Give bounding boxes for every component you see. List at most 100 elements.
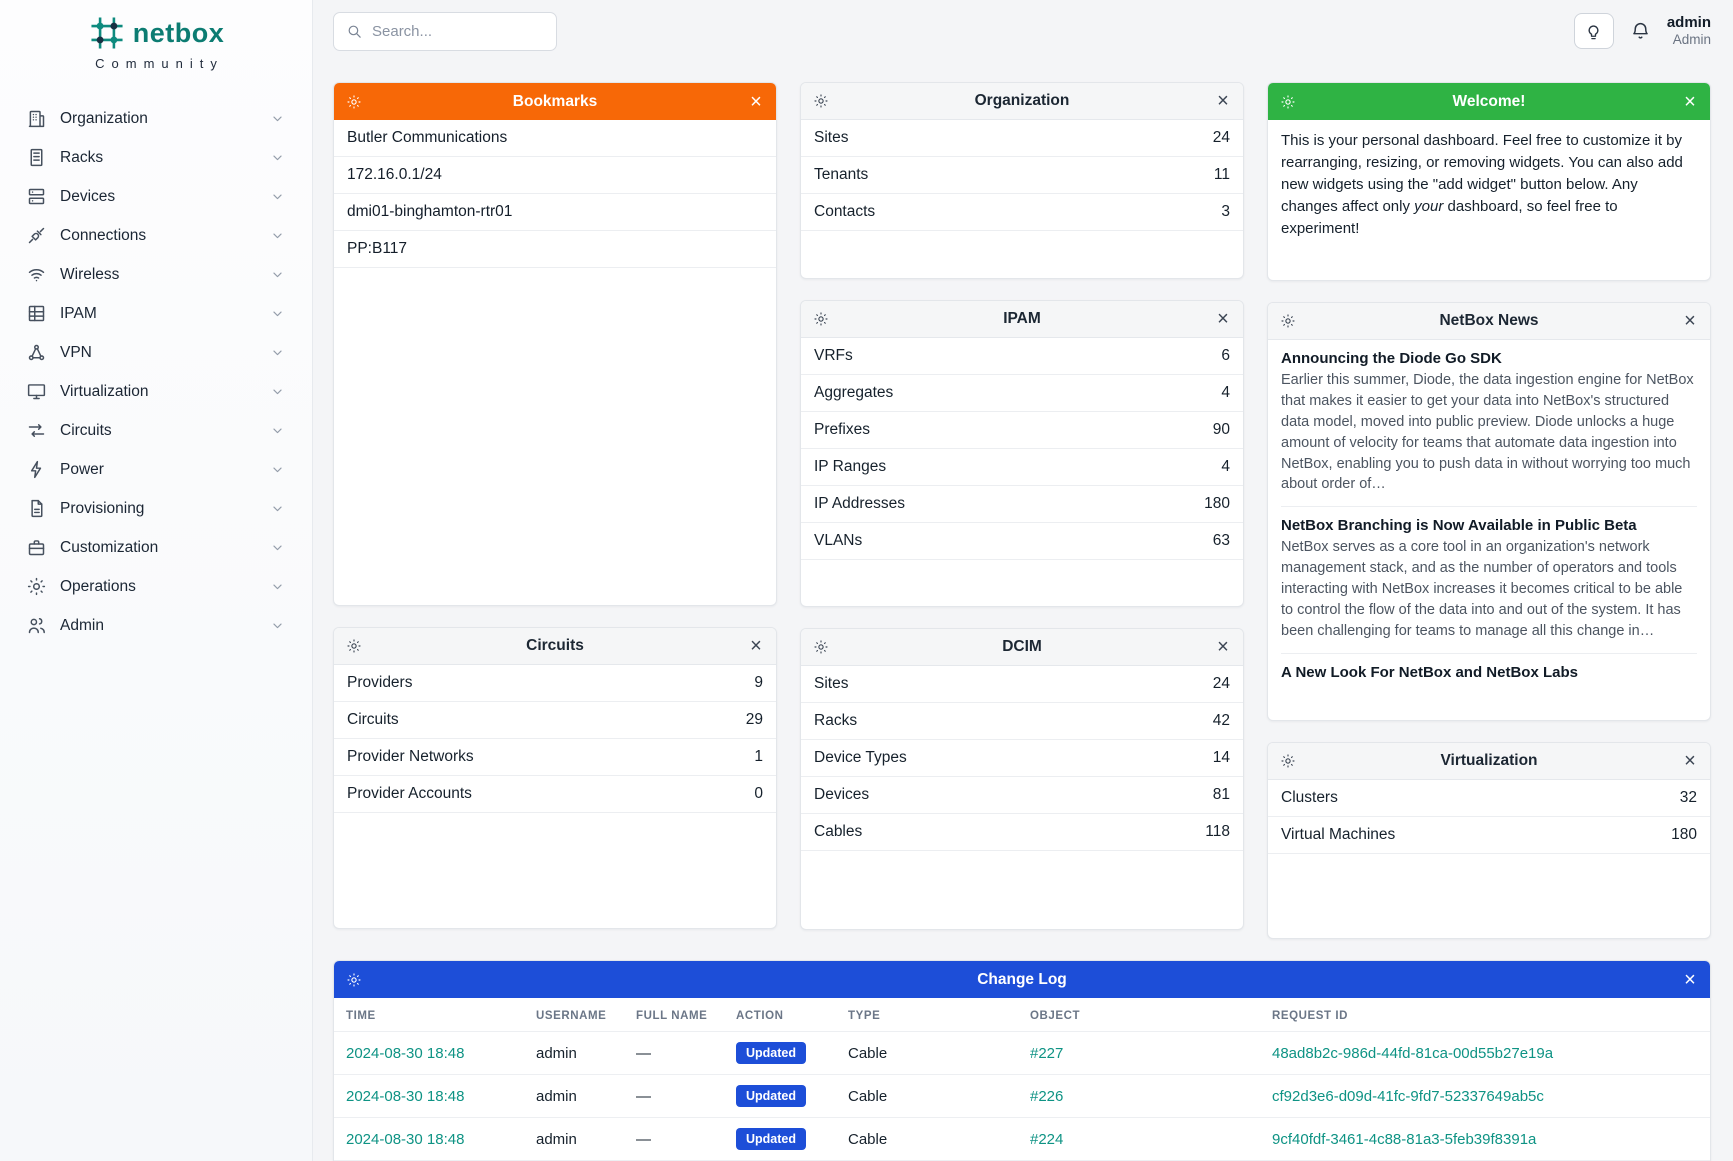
stat-label[interactable]: IP Addresses <box>814 495 906 512</box>
changelog-time-link[interactable]: 2024-08-30 18:48 <box>346 1130 465 1148</box>
widget-header: Organization × <box>801 83 1243 120</box>
bookmark-item[interactable]: PP:B117 <box>334 231 776 268</box>
stat-label[interactable]: Aggregates <box>814 384 894 401</box>
stat-row: Prefixes 90 <box>801 412 1243 449</box>
widget-settings-icon[interactable] <box>1280 753 1296 769</box>
stat-label[interactable]: VRFs <box>814 347 853 364</box>
stat-label[interactable]: Circuits <box>347 711 399 728</box>
sidebar-item-provisioning[interactable]: Provisioning <box>20 489 292 528</box>
sidebar-item-ipam[interactable]: IPAM <box>20 294 292 333</box>
stat-value: 29 <box>745 711 763 728</box>
bookmark-item[interactable]: 172.16.0.1/24 <box>334 157 776 194</box>
widget-settings-icon[interactable] <box>346 638 362 654</box>
dcim-stats: Sites 24 Racks 42 Device Types 14 Devices 81 Cab… <box>801 666 1243 929</box>
news-title[interactable]: NetBox Branching is Now Available in Pub… <box>1281 517 1637 535</box>
stat-label[interactable]: Clusters <box>1281 789 1338 806</box>
stat-label[interactable]: Virtual Machines <box>1281 826 1396 843</box>
notifications-button[interactable] <box>1630 21 1651 42</box>
widget-close-icon[interactable]: × <box>750 90 762 113</box>
stat-row: Circuits 29 <box>334 702 776 739</box>
sidebar-item-organization[interactable]: Organization <box>20 99 292 138</box>
search-input[interactable] <box>372 22 544 40</box>
welcome-text-italic: your <box>1414 198 1444 216</box>
stat-label[interactable]: IP Ranges <box>814 458 887 475</box>
user-role: Admin <box>1672 31 1711 47</box>
changelog-object-link[interactable]: #227 <box>1030 1044 1064 1062</box>
widget-close-icon[interactable]: × <box>1217 308 1229 330</box>
stat-label[interactable]: Provider Networks <box>347 748 474 765</box>
changelog-request-link[interactable]: cf92d3e6-d09d-41fc-9fd7-52337649ab5c <box>1272 1087 1544 1105</box>
changelog-object-link[interactable]: #226 <box>1030 1087 1064 1105</box>
changelog-column-header: TIME <box>346 1010 376 1022</box>
changelog-time-link[interactable]: 2024-08-30 18:48 <box>346 1044 465 1062</box>
changelog-request-link[interactable]: 48ad8b2c-986d-44fd-81ca-00d55b27e19a <box>1272 1044 1554 1062</box>
main-area: admin Admin Bookmarks × Butler Communica… <box>313 0 1733 1161</box>
bookmark-item[interactable]: dmi01-binghamton-rtr01 <box>334 194 776 231</box>
stat-label[interactable]: Sites <box>814 675 849 692</box>
widget-close-icon[interactable]: × <box>1684 310 1696 332</box>
sidebar-item-racks[interactable]: Racks <box>20 138 292 177</box>
stat-label[interactable]: Contacts <box>814 203 876 220</box>
users-icon <box>26 615 47 636</box>
changelog-row: 2024-08-30 18:48 admin — Updated Cable #226 cf… <box>334 1074 1710 1118</box>
sidebar-item-vpn[interactable]: VPN <box>20 333 292 372</box>
widget-grid: Bookmarks × Butler Communications 172.16.… <box>333 82 1711 939</box>
news-title[interactable]: Announcing the Diode Go SDK <box>1281 350 1502 367</box>
theme-toggle-button[interactable] <box>1573 13 1614 49</box>
stat-label[interactable]: VLANs <box>814 532 863 549</box>
stat-label[interactable]: Cables <box>814 823 863 840</box>
devices-icon <box>26 186 47 207</box>
changelog-request-link[interactable]: 9cf40fdf-3461-4c88-81a3-5feb39f8391a <box>1272 1130 1537 1148</box>
widget-close-icon[interactable]: × <box>750 635 762 657</box>
sidebar-item-connections[interactable]: Connections <box>20 216 292 255</box>
widget-settings-icon[interactable] <box>813 639 829 655</box>
search-box[interactable] <box>333 11 557 51</box>
changelog-column-header: REQUEST ID <box>1272 1010 1349 1022</box>
widget-settings-icon[interactable] <box>813 93 829 109</box>
widget-close-icon[interactable]: × <box>1217 636 1229 658</box>
user-menu[interactable]: admin Admin <box>1667 14 1711 48</box>
stat-label[interactable]: Prefixes <box>814 421 870 438</box>
widget-dcim: DCIM × Sites 24 Racks 42 Device Types 14 Devic… <box>800 628 1244 930</box>
virtualization-stats: Clusters 32 Virtual Machines 180 <box>1268 780 1710 938</box>
brand[interactable]: netbox Community <box>0 0 312 73</box>
sidebar-item-circuits[interactable]: Circuits <box>20 411 292 450</box>
widget-close-icon[interactable]: × <box>1684 90 1696 113</box>
widget-settings-icon[interactable] <box>346 972 362 988</box>
widget-close-icon[interactable]: × <box>1684 750 1696 772</box>
sidebar-item-devices[interactable]: Devices <box>20 177 292 216</box>
changelog-fullname: — <box>624 1031 724 1075</box>
stat-label[interactable]: Provider Accounts <box>347 785 472 802</box>
bookmark-item[interactable]: Butler Communications <box>334 120 776 157</box>
bookmarks-list: Butler Communications 172.16.0.1/24 dmi01-… <box>334 120 776 605</box>
doc-icon <box>26 498 47 519</box>
stat-label[interactable]: Tenants <box>814 166 869 183</box>
sidebar-item-wireless[interactable]: Wireless <box>20 255 292 294</box>
changelog-time-link[interactable]: 2024-08-30 18:48 <box>346 1087 465 1105</box>
widget-title: DCIM <box>1002 638 1042 655</box>
stat-label[interactable]: Racks <box>814 712 858 729</box>
stat-label[interactable]: Devices <box>814 786 870 803</box>
widget-close-icon[interactable]: × <box>1684 968 1696 991</box>
stat-label[interactable]: Sites <box>814 129 849 146</box>
widget-settings-icon[interactable] <box>1280 94 1296 110</box>
chevron-down-icon <box>269 617 286 634</box>
sidebar-item-operations[interactable]: Operations <box>20 567 292 606</box>
stat-row: Cables 118 <box>801 814 1243 851</box>
widget-title: Organization <box>974 92 1070 109</box>
stat-label[interactable]: Device Types <box>814 749 907 766</box>
sidebar-item-virtualization[interactable]: Virtualization <box>20 372 292 411</box>
widget-settings-icon[interactable] <box>813 311 829 327</box>
stat-row: Clusters 32 <box>1268 780 1710 817</box>
sidebar-item-admin[interactable]: Admin <box>20 606 292 645</box>
widget-settings-icon[interactable] <box>1280 313 1296 329</box>
column-3: Welcome! × This is your personal dashboa… <box>1267 82 1711 939</box>
stat-label[interactable]: Providers <box>347 674 413 691</box>
widget-settings-icon[interactable] <box>346 94 362 110</box>
news-title[interactable]: A New Look For NetBox and NetBox Labs <box>1281 663 1578 681</box>
changelog-object-link[interactable]: #224 <box>1030 1130 1064 1148</box>
brand-name: netbox <box>132 17 225 48</box>
sidebar-item-power[interactable]: Power <box>20 450 292 489</box>
sidebar-item-customization[interactable]: Customization <box>20 528 292 567</box>
widget-close-icon[interactable]: × <box>1217 90 1229 112</box>
